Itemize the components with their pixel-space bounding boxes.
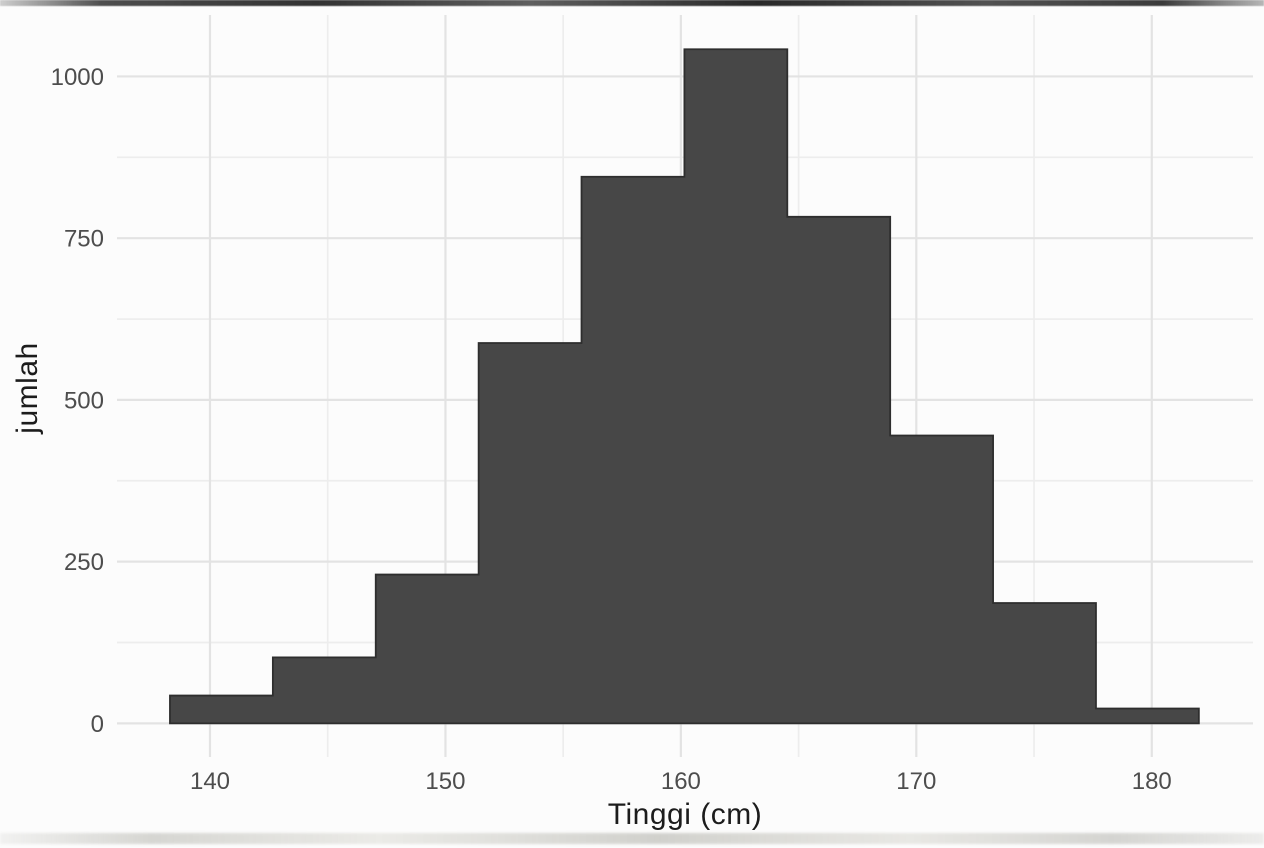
y-tick-label: 250 <box>64 549 104 576</box>
x-tick-label: 160 <box>661 768 701 795</box>
y-tick-label: 0 <box>91 711 104 738</box>
histogram-bars <box>169 48 1200 725</box>
x-tick-label: 170 <box>896 768 936 795</box>
y-tick-label: 750 <box>64 226 104 253</box>
y-axis-title: jumlah <box>11 342 44 434</box>
y-tick-label: 1000 <box>51 64 104 91</box>
y-tick-label: 500 <box>64 387 104 414</box>
photo-artifact-bottom-edge <box>0 833 1264 844</box>
x-tick-label: 180 <box>1132 768 1172 795</box>
x-axis-title: Tinggi (cm) <box>607 798 763 831</box>
x-tick-label: 150 <box>425 768 465 795</box>
x-tick-label: 140 <box>190 768 230 795</box>
photo-artifact-top-edge <box>0 0 1264 6</box>
